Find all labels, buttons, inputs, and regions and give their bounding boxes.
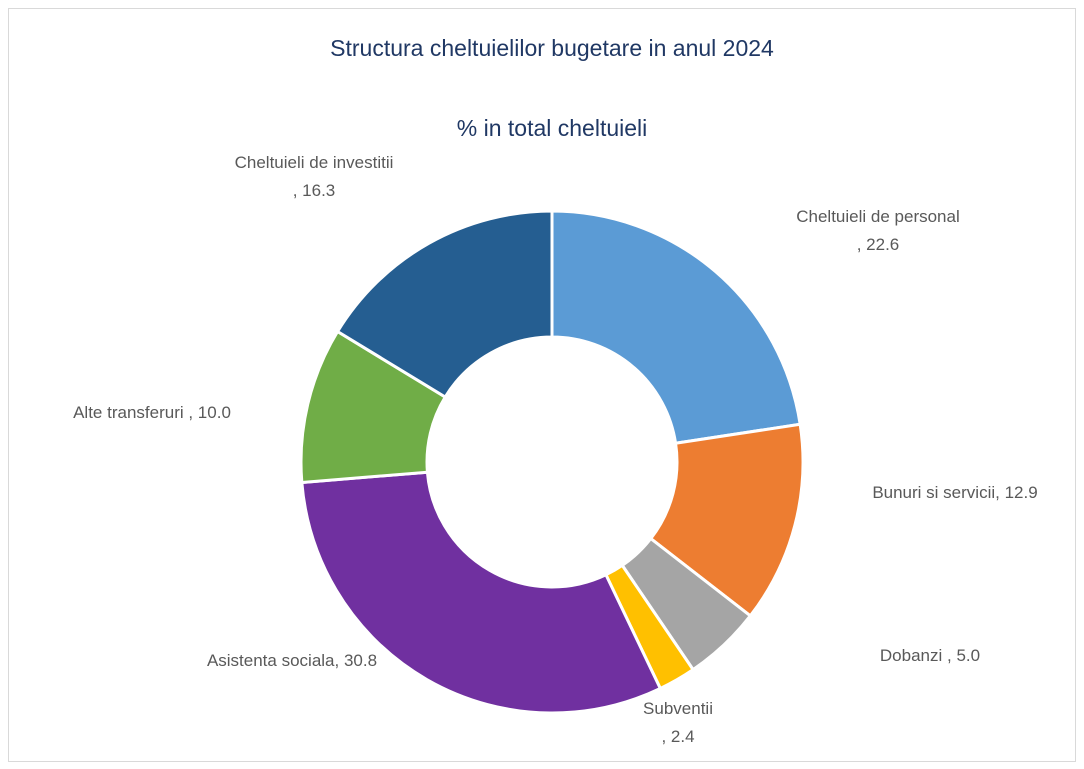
category-label: Bunuri si servicii	[872, 483, 995, 502]
category-label: Dobanzi	[880, 646, 942, 665]
data-label: Asistenta sociala, 30.8	[207, 651, 377, 670]
chart-subtitle: % in total cheltuieli	[457, 115, 648, 141]
value-label: , 12.9	[995, 483, 1038, 502]
category-label: Alte transferuri	[73, 403, 184, 422]
value-label: , 30.8	[335, 651, 378, 670]
value-label: , 10.0	[184, 403, 231, 422]
category-label: Subventii	[643, 699, 713, 718]
donut-slice	[335, 209, 554, 400]
category-label: Cheltuieli de investitii	[235, 153, 394, 172]
data-label: Bunuri si servicii, 12.9	[872, 483, 1037, 502]
donut-slice	[550, 209, 802, 445]
value-label: , 16.3	[293, 181, 336, 200]
data-label: Dobanzi , 5.0	[880, 646, 980, 665]
data-label: Subventii , 2.4	[643, 699, 713, 746]
data-label: Cheltuieli de personal , 22.6	[796, 207, 960, 254]
category-label: Asistenta sociala	[207, 651, 335, 670]
value-label: , 2.4	[661, 727, 694, 746]
value-label: , 22.6	[857, 235, 900, 254]
chart-title: Structura cheltuielilor bugetare in anul…	[330, 35, 774, 61]
category-label: Cheltuieli de personal	[796, 207, 960, 226]
donut-slice	[300, 470, 663, 715]
data-label: Cheltuieli de investitii , 16.3	[235, 153, 394, 200]
data-label: Alte transferuri , 10.0	[73, 403, 231, 422]
value-label: , 5.0	[942, 646, 980, 665]
